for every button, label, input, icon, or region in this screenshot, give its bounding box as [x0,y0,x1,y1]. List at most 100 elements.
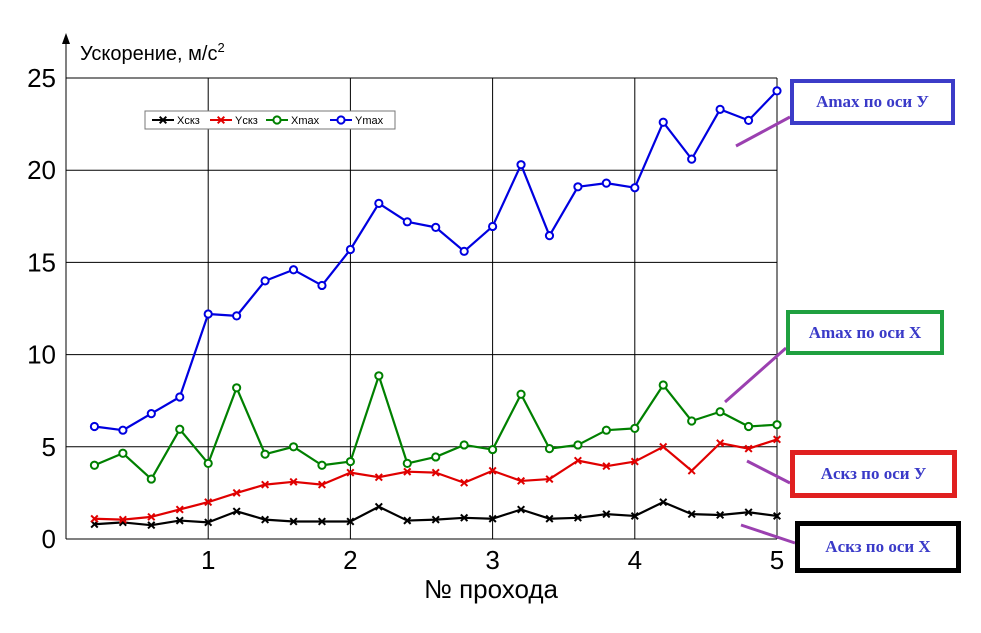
series-line-2 [94,374,778,481]
data-point [289,477,298,486]
annotation-line [740,523,796,545]
data-point [90,514,99,523]
data-point [459,440,469,450]
data-point [460,513,469,522]
data-point [630,457,639,466]
legend-marker [336,115,346,125]
data-point [744,444,753,453]
y-tick-label: 5 [42,432,56,462]
y-tick-label: 25 [27,63,56,93]
axes [62,33,778,540]
data-point [602,510,611,519]
legend-item: Ymax [330,115,384,127]
data-point [715,407,725,417]
legend-label: Xскз [177,115,200,127]
data-point [147,521,156,530]
data-point [345,244,355,255]
y-tick-label: 0 [42,524,56,554]
data-point [403,516,412,525]
legend-label: Ymax [355,115,384,127]
data-point [317,517,326,526]
data-point [374,473,383,482]
data-point [261,515,270,524]
data-point [232,383,242,393]
data-point [374,371,384,381]
data-point [232,311,242,321]
data-point [431,515,440,524]
series-1 [90,435,782,524]
data-point [204,498,213,507]
data-point [716,439,725,448]
data-point [544,231,555,241]
data-point [431,452,441,462]
data-point [232,488,241,497]
data-point [630,511,639,520]
legend-item: Xскз [152,115,200,127]
y-axis-label: Ускорение, м/с2 [80,40,225,65]
data-point [346,517,355,526]
data-point [516,389,526,399]
data-point [345,456,355,467]
data-point [573,513,582,522]
legend-label: Xmax [291,115,320,127]
series-0 [90,498,782,530]
legend-item: Xmax [266,115,320,127]
data-point [402,458,412,468]
data-point [459,246,469,256]
data-point [289,517,298,526]
x-tick-label: 2 [343,545,357,575]
annotation-line [724,346,787,404]
data-point [175,516,184,525]
data-point [346,468,355,477]
data-point [260,276,270,286]
data-point [659,442,668,451]
data-point [601,178,611,188]
data-point [89,460,100,470]
x-tick-label: 4 [628,545,642,575]
data-point [630,183,640,193]
series-3 [89,86,782,435]
annotation-text: Aскз по оси X [825,537,931,556]
data-point [744,508,753,517]
x-tick-label: 1 [201,545,215,575]
annotation-box: Aскз по оси X [795,521,961,573]
x-tick-label: 3 [485,545,499,575]
data-point [743,421,754,432]
data-point [772,511,782,520]
data-point [545,475,554,484]
data-point [89,421,100,432]
data-point [687,466,696,475]
data-point [516,160,526,170]
data-point [573,440,583,450]
annotation-lines [724,115,796,545]
annotation-text: Amax по оси X [808,322,922,342]
data-point [687,154,697,164]
data-point [146,409,156,419]
data-point [175,424,185,434]
legend-marker [272,115,282,125]
tick-labels: 0 5 10 15 20 25 1 2 3 4 5 [27,63,784,575]
data-point [288,265,299,275]
data-point [488,221,498,232]
data-point [659,498,668,507]
data-point [573,456,582,465]
data-point [488,444,498,455]
grid [66,77,778,539]
annotation-box: Amax по оси X [786,310,944,355]
data-point [460,478,469,487]
series-2 [89,371,782,484]
data-point [203,458,213,468]
data-point [403,467,412,476]
data-point [118,448,128,458]
legend-marker [216,115,226,125]
data-point [573,182,583,192]
annotation-text: Aскз по оси У [820,464,927,483]
data-point [658,117,668,127]
data-point [630,423,640,433]
data-point [118,515,127,524]
data-point [146,474,156,484]
y-tick-label: 15 [27,247,56,277]
x-axis-label: № прохода [424,574,559,604]
data-point [658,380,668,390]
